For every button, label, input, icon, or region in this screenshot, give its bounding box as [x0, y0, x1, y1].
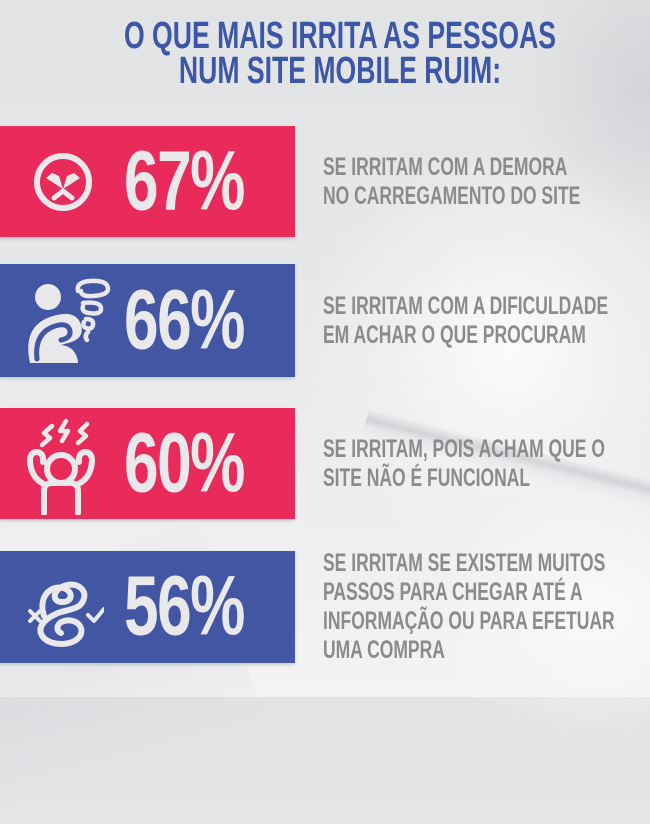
percent-value: 60% — [124, 414, 245, 509]
angry-face-icon — [30, 149, 96, 215]
bar-67-percent: 67% — [0, 126, 295, 237]
page-title-line-2: NUM SITE MOBILE RUIM: — [178, 50, 502, 92]
percent-value: 66% — [124, 271, 245, 366]
stat-row-loading-delay: 67% SE IRRITAM COM A DEMORA NO CARREGAME… — [0, 126, 650, 237]
description-line: SE IRRITAM COM A DIFICULDADE — [323, 291, 609, 320]
bar-60-percent: 60% — [0, 408, 295, 519]
description-line: EM ACHAR O QUE PROCURAM — [323, 320, 586, 349]
stat-description: SE IRRITAM COM A DEMORA NO CARREGAMENTO … — [323, 126, 643, 237]
stat-row-too-many-steps: 56% SE IRRITAM SE EXISTEM MUITOS PASSOS … — [0, 549, 650, 664]
stat-description: SE IRRITAM, POIS ACHAM QUE O SITE NÃO É … — [323, 408, 643, 519]
confused-person-icon — [20, 275, 120, 367]
description-line: SE IRRITAM, POIS ACHAM QUE O — [323, 434, 605, 463]
stat-row-hard-to-find: 66% SE IRRITAM COM A DIFICULDADE EM ACHA… — [0, 264, 650, 377]
description-line: UMA COMPRA — [323, 636, 445, 664]
description-line: SE IRRITAM SE EXISTEM MUITOS — [323, 549, 606, 577]
stat-description: SE IRRITAM SE EXISTEM MUITOS PASSOS PARA… — [323, 549, 643, 664]
page-title-line-1: O QUE MAIS IRRITA AS PESSOAS — [123, 15, 557, 57]
page-title: O QUE MAIS IRRITA AS PESSOAS NUM SITE MO… — [30, 15, 650, 92]
stat-row-not-functional: 60% SE IRRITAM, POIS ACHAM QUE O SITE NÃ… — [0, 408, 650, 519]
tangled-path-icon — [22, 567, 106, 647]
description-line: SE IRRITAM COM A DEMORA — [323, 152, 568, 181]
description-line: INFORMAÇÃO OU PARA EFETUAR — [323, 607, 615, 635]
description-line: SITE NÃO É FUNCIONAL — [323, 463, 531, 492]
percent-value: 67% — [124, 132, 245, 227]
stressed-person-icon — [16, 413, 104, 516]
description-line: NO CARREGAMENTO DO SITE — [323, 181, 581, 210]
bar-56-percent: 56% — [0, 551, 295, 663]
description-line: PASSOS PARA CHEGAR ATÉ A — [323, 578, 583, 606]
percent-value: 56% — [124, 558, 245, 653]
stat-description: SE IRRITAM COM A DIFICULDADE EM ACHAR O … — [323, 264, 643, 377]
bar-66-percent: 66% — [0, 264, 295, 377]
